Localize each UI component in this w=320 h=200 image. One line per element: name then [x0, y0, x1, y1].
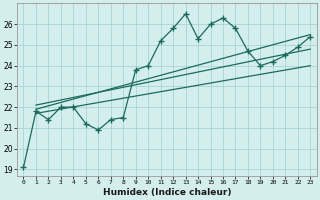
X-axis label: Humidex (Indice chaleur): Humidex (Indice chaleur) — [103, 188, 231, 197]
